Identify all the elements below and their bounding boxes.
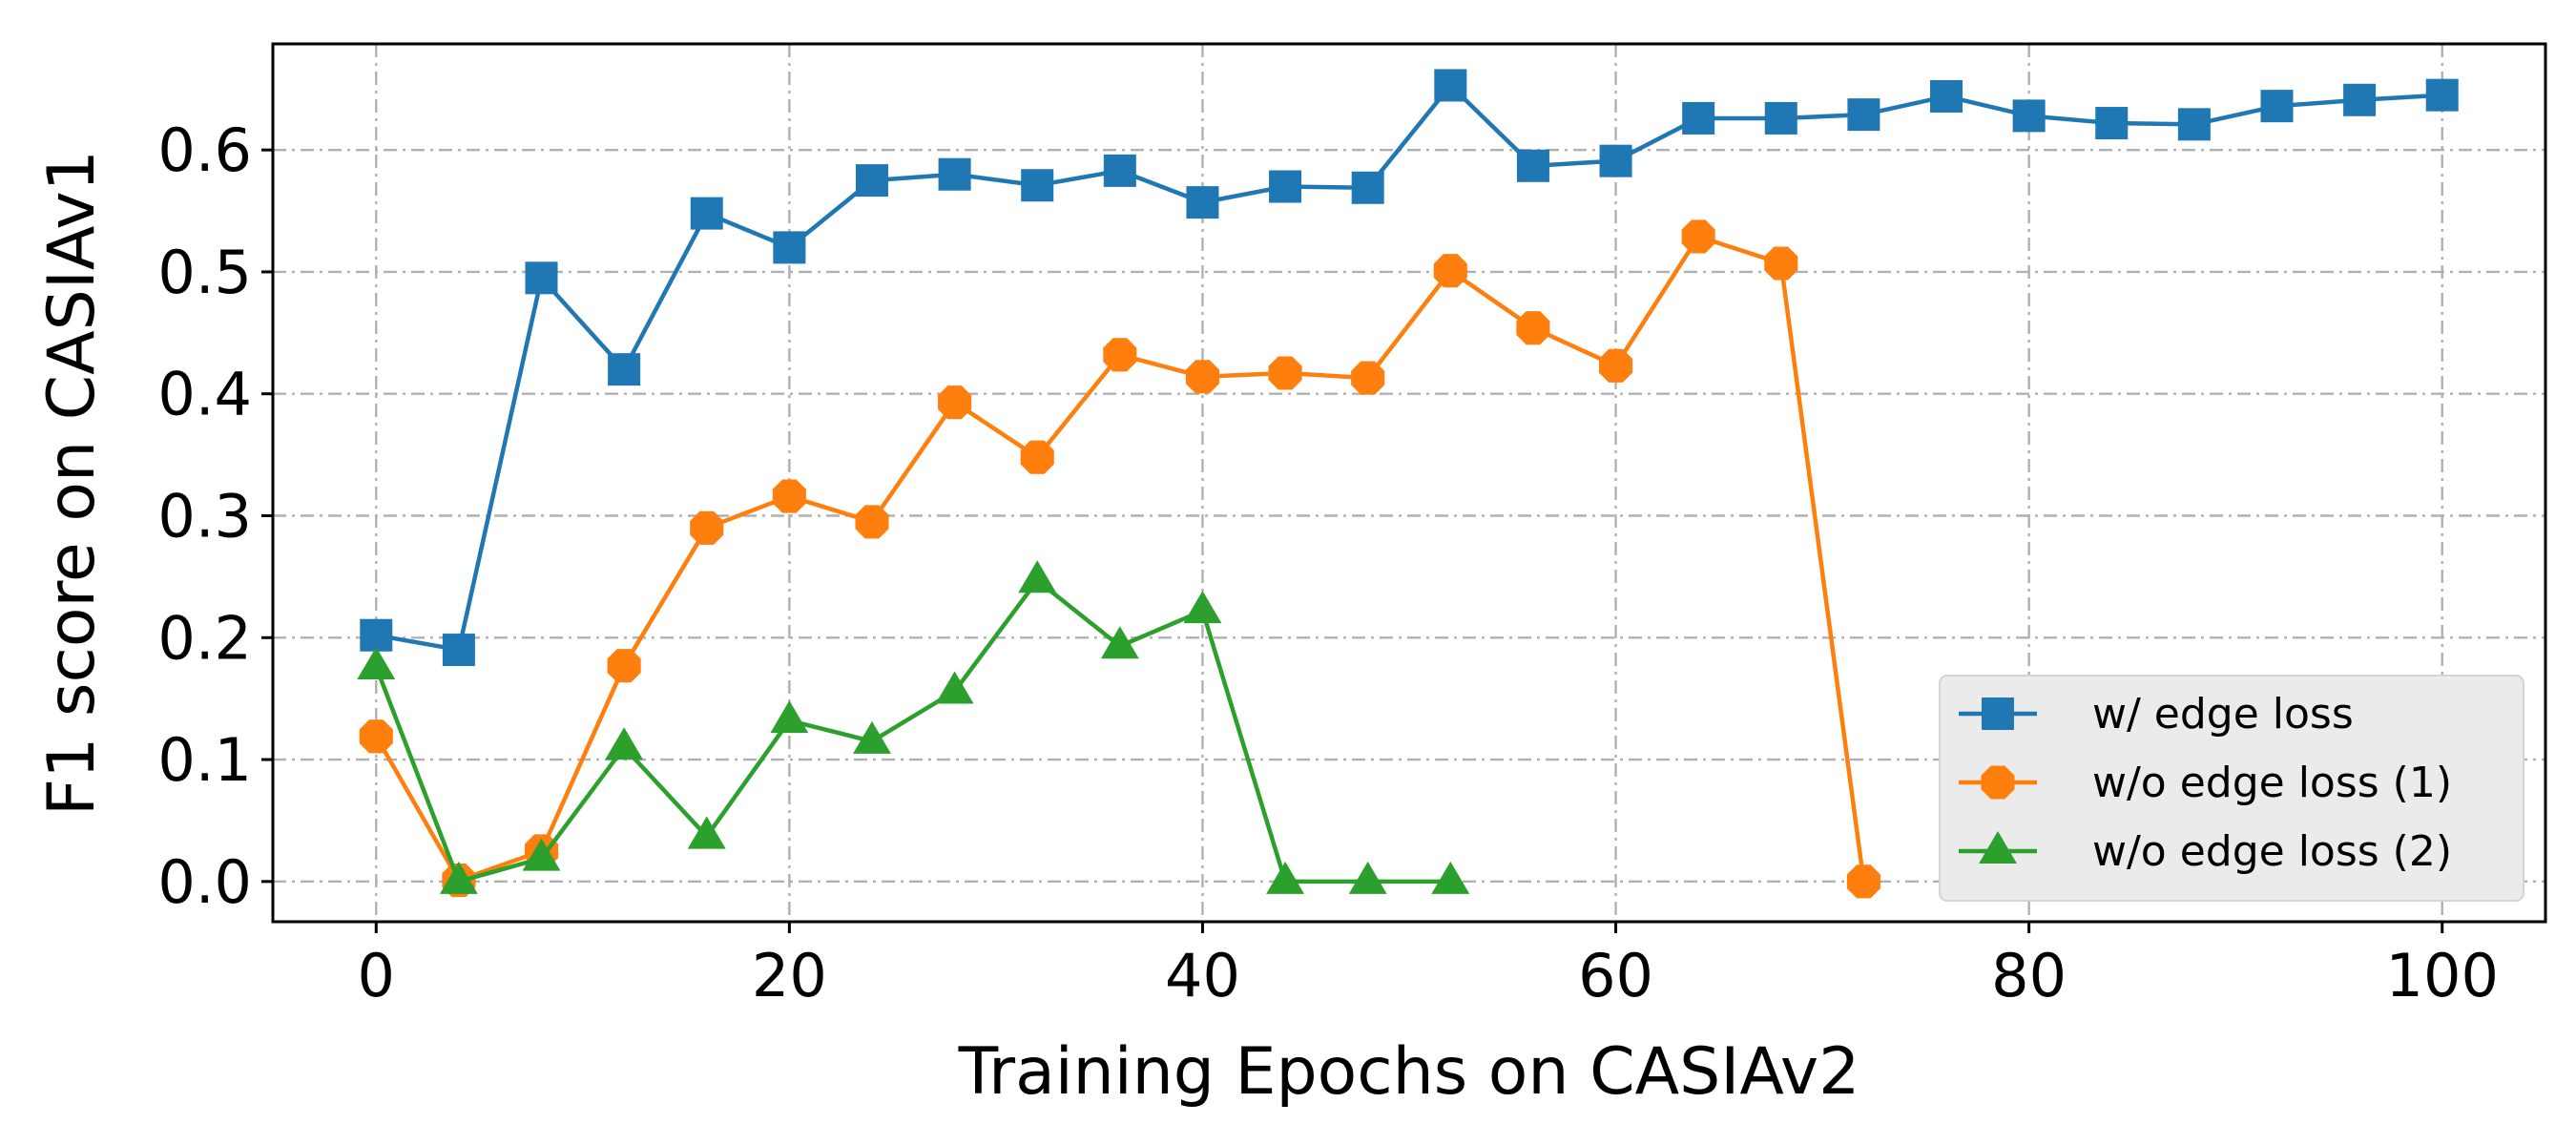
y-tick-label: 0.5 <box>157 238 252 307</box>
data-point <box>1846 864 1880 899</box>
data-point <box>687 816 726 849</box>
x-tick-label: 100 <box>2386 941 2499 1010</box>
x-tick-label: 40 <box>1165 941 1240 1010</box>
legend-box <box>1939 675 2524 902</box>
series-layer <box>357 69 2459 899</box>
data-point <box>772 479 806 513</box>
data-point <box>1431 861 1470 894</box>
data-point <box>1351 361 1385 395</box>
data-point <box>853 720 891 754</box>
legend-label: w/ edge loss <box>2092 690 2354 739</box>
data-point <box>1020 440 1054 474</box>
y-tick-label: 0.1 <box>157 725 252 795</box>
y-tick-label: 0.4 <box>157 360 252 429</box>
data-point <box>439 861 478 894</box>
legend-marker <box>1982 697 2014 730</box>
data-point <box>1351 171 1384 204</box>
data-point <box>690 197 723 230</box>
data-point <box>1764 246 1798 281</box>
data-point <box>1348 861 1387 894</box>
data-point <box>360 618 393 652</box>
data-point <box>1268 356 1302 390</box>
data-point <box>2095 107 2129 140</box>
plot-frame <box>271 42 2547 924</box>
grid-lines <box>273 44 2545 922</box>
data-point <box>1433 254 1467 288</box>
legend-entry: w/o edge loss (1) <box>1959 759 2452 807</box>
data-point <box>690 510 724 545</box>
data-point <box>1266 861 1305 894</box>
data-point <box>607 649 641 683</box>
data-point <box>608 353 641 386</box>
y-tick-label: 0.0 <box>157 847 252 917</box>
data-point <box>359 719 393 754</box>
data-point <box>2177 108 2211 141</box>
data-point <box>855 164 888 198</box>
x-tick-label: 20 <box>752 941 827 1010</box>
data-point <box>1764 101 1797 135</box>
data-point <box>855 505 889 539</box>
data-point <box>1269 170 1302 203</box>
x-tick-label: 0 <box>358 941 395 1010</box>
series-line <box>374 577 1451 885</box>
data-point <box>1599 144 1632 177</box>
data-point <box>525 261 558 295</box>
data-point <box>1103 154 1136 187</box>
data-point <box>357 646 396 679</box>
data-point <box>1018 560 1057 593</box>
data-point <box>1930 79 1963 113</box>
series-3 <box>357 560 1470 894</box>
data-point <box>1183 591 1222 624</box>
data-point <box>935 671 974 704</box>
data-point <box>773 231 806 264</box>
x-tick-label: 80 <box>1991 941 2067 1010</box>
data-point <box>938 385 972 420</box>
series-1 <box>360 69 2459 667</box>
data-point <box>605 727 644 760</box>
data-point <box>1681 219 1715 254</box>
y-tick-label: 0.3 <box>157 482 252 552</box>
y-tick-label: 0.2 <box>157 603 252 673</box>
legend: w/ edge loss w/o edge loss (1) w/o edge lo… <box>1939 675 2524 902</box>
data-point <box>1434 69 1467 102</box>
data-point <box>1100 626 1139 659</box>
legend-marker <box>1979 831 2017 864</box>
data-point <box>442 634 475 667</box>
x-axis-label: Training Epochs on CASIAv2 <box>958 1034 1860 1110</box>
y-axis-label: F1 score on CASIAv1 <box>34 150 110 816</box>
data-point <box>1103 338 1137 372</box>
data-point <box>770 700 809 734</box>
data-point <box>2343 83 2377 116</box>
x-tick-label: 60 <box>1578 941 1653 1010</box>
data-point <box>522 838 561 871</box>
data-point <box>1021 169 1054 202</box>
data-point <box>1516 311 1550 345</box>
data-point <box>1185 360 1220 394</box>
legend-label: w/o edge loss (1) <box>2092 759 2452 807</box>
data-point <box>1598 348 1633 383</box>
data-point <box>1682 101 1715 135</box>
legend-label: w/o edge loss (2) <box>2092 827 2452 876</box>
series-2 <box>359 219 1880 899</box>
data-point <box>2425 78 2459 112</box>
legend-entry: w/o edge loss (2) <box>1959 827 2452 876</box>
data-point <box>1516 149 1549 182</box>
y-tick-label: 0.6 <box>157 115 252 185</box>
legend-marker <box>1981 765 2015 800</box>
data-point <box>938 157 971 191</box>
legend-entry: w/ edge loss <box>1959 690 2354 739</box>
data-point <box>2260 90 2294 123</box>
axis-ticks: 0 20 40 60 80 100 0.0 0.1 0.2 0.3 0.4 0.5 0.6 <box>157 115 2499 1010</box>
data-point <box>2012 99 2046 133</box>
data-point <box>1186 186 1219 219</box>
data-point <box>1847 98 1880 132</box>
